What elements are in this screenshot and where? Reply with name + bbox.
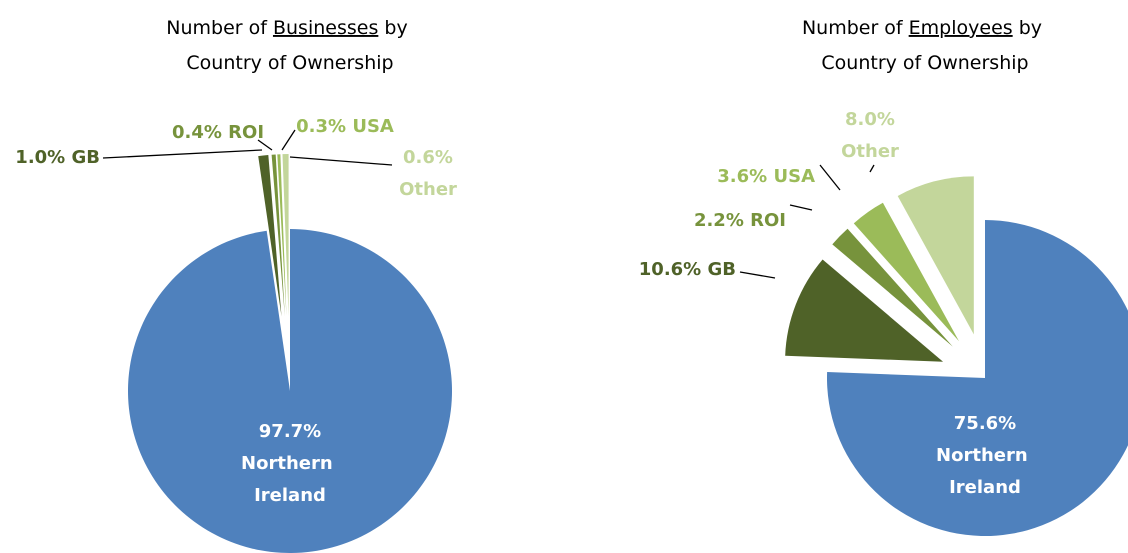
value-label: 1.0%	[15, 147, 65, 168]
leader-line	[257, 139, 273, 151]
data-label: 8.0% Other	[841, 109, 899, 162]
chart-title: Number of Employees by Country of Owners…	[802, 17, 1048, 74]
value-label: 3.6% USA	[717, 166, 815, 187]
category-label: Other	[841, 141, 899, 162]
pie-slice	[897, 176, 974, 335]
value-label: 0.4%	[172, 122, 222, 143]
pie-slice	[785, 259, 944, 362]
leader-line	[102, 149, 263, 159]
pie-slice	[832, 228, 953, 347]
value-label: 1.0% GB	[15, 147, 100, 168]
data-label: 1.0% GB	[15, 147, 100, 168]
pie-slice	[271, 154, 285, 317]
leader-line	[739, 271, 776, 279]
category-label: Northern Ireland	[241, 453, 339, 506]
pie-slice	[282, 154, 289, 317]
value-label: 0.3%	[296, 116, 346, 137]
value-label: 3.6%	[717, 166, 767, 187]
value-label: 2.2%	[694, 210, 744, 231]
value-label: 75.6%	[954, 413, 1016, 434]
category-label: GB	[708, 259, 737, 280]
leader-line	[819, 164, 841, 191]
data-label: 75.6% Northern Ireland	[936, 413, 1034, 498]
pie-slice	[277, 154, 287, 317]
data-label: 3.6% USA	[717, 166, 815, 187]
value-label: 10.6% GB	[639, 259, 736, 280]
category-label: Other	[399, 179, 457, 200]
data-label: 0.6% Other	[399, 147, 457, 200]
category-label: USA	[773, 166, 815, 187]
leader-line	[869, 164, 875, 173]
data-label: 10.6% GB	[639, 259, 736, 280]
value-label: 0.3% USA	[296, 116, 394, 137]
pie-slice	[827, 220, 1128, 536]
category-label: USA	[352, 116, 394, 137]
value-label: 8.0%	[845, 109, 895, 130]
category-label: ROI	[750, 210, 786, 231]
category-label: ROI	[228, 122, 264, 143]
value-label: 0.4% ROI	[172, 122, 264, 143]
data-label: 0.3% USA	[296, 116, 394, 137]
chart-title: Number of Businesses by Country of Owner…	[166, 17, 413, 74]
pie-slice	[853, 202, 960, 342]
pie-slice	[258, 155, 282, 317]
value-label: 0.6%	[403, 147, 453, 168]
category-label: Northern Ireland	[936, 445, 1034, 498]
leader-line	[281, 129, 296, 151]
value-label: 10.6%	[639, 259, 701, 280]
leader-line	[289, 156, 393, 166]
data-label: 2.2% ROI	[694, 210, 786, 231]
value-label: 97.7%	[259, 421, 321, 442]
category-label: GB	[72, 147, 101, 168]
data-label: 0.4% ROI	[172, 122, 264, 143]
pie-slice	[128, 229, 453, 553]
value-label: 2.2% ROI	[694, 210, 786, 231]
leader-line	[789, 204, 813, 211]
data-label: 97.7% Northern Ireland	[241, 421, 339, 506]
